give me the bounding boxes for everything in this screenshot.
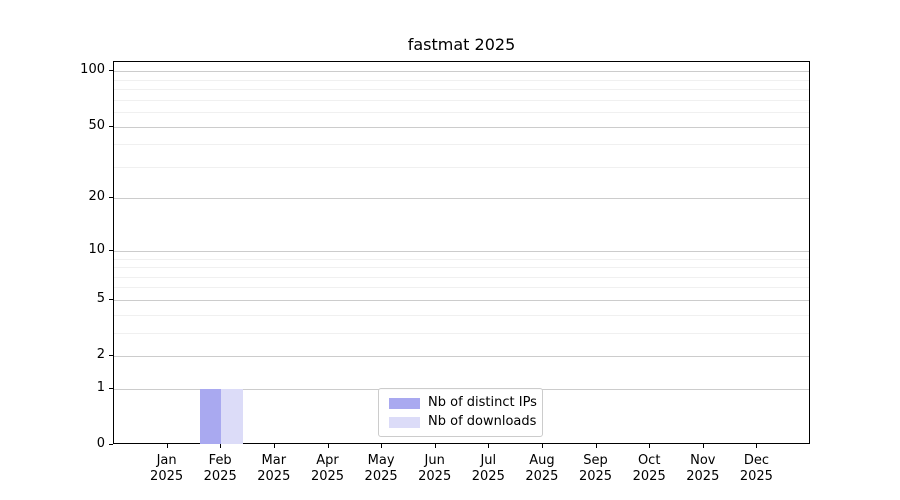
xtick-mark-aug bbox=[541, 444, 543, 448]
gridline-major-y20 bbox=[114, 198, 809, 200]
legend-label-distinct-ips: Nb of distinct IPs bbox=[428, 395, 537, 410]
gridline-minor-y40 bbox=[114, 144, 809, 146]
bar-nb-of-downloads-feb bbox=[221, 388, 243, 444]
xtick-mark-sep bbox=[595, 444, 597, 448]
ytick-mark-20 bbox=[109, 197, 113, 199]
xtick-year-feb: 2025 bbox=[203, 469, 237, 484]
xtick-mark-may bbox=[381, 444, 383, 448]
xtick-label-dec: Dec 2025 bbox=[726, 453, 786, 485]
chart-title: fastmat 2025 bbox=[407, 35, 516, 54]
xtick-mark-jun bbox=[434, 444, 436, 448]
xtick-mark-nov bbox=[702, 444, 704, 448]
xtick-year-oct: 2025 bbox=[632, 469, 666, 484]
gridline-minor-y60 bbox=[114, 112, 809, 113]
xtick-month-feb: Feb bbox=[208, 453, 232, 468]
legend-row-downloads: Nb of downloads bbox=[389, 414, 537, 430]
xtick-month-sep: Sep bbox=[583, 453, 608, 468]
xtick-year-jun: 2025 bbox=[418, 469, 452, 484]
gridline-minor-y30 bbox=[114, 166, 809, 168]
xtick-month-oct: Oct bbox=[637, 453, 661, 468]
xtick-label-oct: Oct 2025 bbox=[619, 453, 679, 485]
xtick-month-nov: Nov bbox=[690, 453, 716, 468]
xtick-month-may: May bbox=[367, 453, 395, 468]
bar-nb-of-distinct-ips-feb bbox=[199, 388, 222, 444]
xtick-year-jul: 2025 bbox=[471, 469, 505, 484]
xtick-year-mar: 2025 bbox=[257, 469, 291, 484]
xtick-year-dec: 2025 bbox=[739, 469, 773, 484]
ytick-mark-10 bbox=[109, 249, 113, 251]
gridline-minor-y3 bbox=[114, 332, 809, 334]
xtick-year-aug: 2025 bbox=[525, 469, 559, 484]
legend-row-distinct-ips: Nb of distinct IPs bbox=[389, 395, 537, 411]
xtick-month-jun: Jun bbox=[424, 453, 445, 468]
ytick-mark-0 bbox=[109, 444, 113, 445]
xtick-label-mar: Mar 2025 bbox=[244, 453, 304, 485]
xtick-label-sep: Sep 2025 bbox=[566, 453, 626, 485]
ytick-label-10: 10 bbox=[88, 241, 105, 257]
ytick-label-100: 100 bbox=[80, 62, 105, 78]
legend-swatch-downloads bbox=[389, 416, 420, 428]
ytick-label-20: 20 bbox=[88, 189, 105, 205]
xtick-year-nov: 2025 bbox=[686, 469, 720, 484]
plot-area bbox=[113, 61, 810, 444]
xtick-label-may: May 2025 bbox=[351, 453, 411, 485]
ytick-mark-5 bbox=[109, 298, 113, 300]
gridline-minor-y8 bbox=[114, 267, 809, 268]
ytick-mark-2 bbox=[109, 355, 113, 356]
ytick-label-1: 1 bbox=[96, 379, 105, 395]
legend: Nb of distinct IPs Nb of downloads bbox=[378, 388, 543, 437]
ytick-label-0: 0 bbox=[96, 436, 105, 451]
gridline-major-y10 bbox=[114, 250, 809, 252]
xtick-label-apr: Apr 2025 bbox=[298, 453, 358, 485]
gridline-major-y100 bbox=[114, 71, 809, 73]
xtick-month-jan: Jan bbox=[156, 453, 177, 468]
xtick-month-apr: Apr bbox=[316, 453, 339, 468]
gridline-minor-y6 bbox=[114, 287, 809, 289]
gridline-minor-y7 bbox=[114, 276, 809, 278]
ytick-label-2: 2 bbox=[96, 347, 105, 362]
gridline-minor-y4 bbox=[114, 314, 809, 316]
xtick-label-jul: Jul 2025 bbox=[458, 453, 518, 485]
ytick-mark-50 bbox=[109, 125, 113, 127]
xtick-mark-dec bbox=[756, 444, 758, 448]
gridline-minor-y90 bbox=[114, 79, 809, 81]
gridline-major-y2 bbox=[114, 356, 809, 357]
xtick-mark-mar bbox=[273, 444, 275, 448]
xtick-month-aug: Aug bbox=[529, 453, 555, 468]
xtick-year-may: 2025 bbox=[364, 469, 398, 484]
xtick-label-jun: Jun 2025 bbox=[405, 453, 465, 485]
xtick-year-jan: 2025 bbox=[150, 469, 184, 484]
ytick-label-5: 5 bbox=[96, 290, 105, 306]
xtick-label-feb: Feb 2025 bbox=[190, 453, 250, 485]
xtick-label-jan: Jan 2025 bbox=[137, 453, 197, 485]
xtick-year-apr: 2025 bbox=[310, 469, 345, 484]
xtick-mark-apr bbox=[327, 444, 329, 448]
gridline-minor-y80 bbox=[114, 89, 809, 91]
ytick-mark-100 bbox=[109, 70, 113, 72]
gridline-minor-y70 bbox=[114, 99, 809, 101]
ytick-label-50: 50 bbox=[88, 117, 105, 133]
xtick-mark-jul bbox=[488, 444, 490, 448]
legend-label-downloads: Nb of downloads bbox=[428, 414, 537, 429]
xtick-label-aug: Aug 2025 bbox=[512, 453, 572, 485]
gridline-major-y50 bbox=[114, 126, 809, 128]
gridline-major-y5 bbox=[114, 299, 809, 301]
xtick-month-dec: Dec bbox=[743, 453, 769, 468]
xtick-year-sep: 2025 bbox=[578, 469, 613, 484]
xtick-mark-oct bbox=[649, 444, 651, 448]
ytick-mark-1 bbox=[109, 387, 113, 389]
xtick-month-jul: Jul bbox=[480, 453, 497, 468]
legend-swatch-distinct-ips bbox=[389, 397, 420, 409]
xtick-month-mar: Mar bbox=[261, 453, 287, 468]
xtick-label-nov: Nov 2025 bbox=[673, 453, 733, 485]
xtick-mark-jan bbox=[166, 444, 168, 448]
gridline-minor-y9 bbox=[114, 258, 809, 260]
xtick-mark-feb bbox=[220, 444, 222, 448]
